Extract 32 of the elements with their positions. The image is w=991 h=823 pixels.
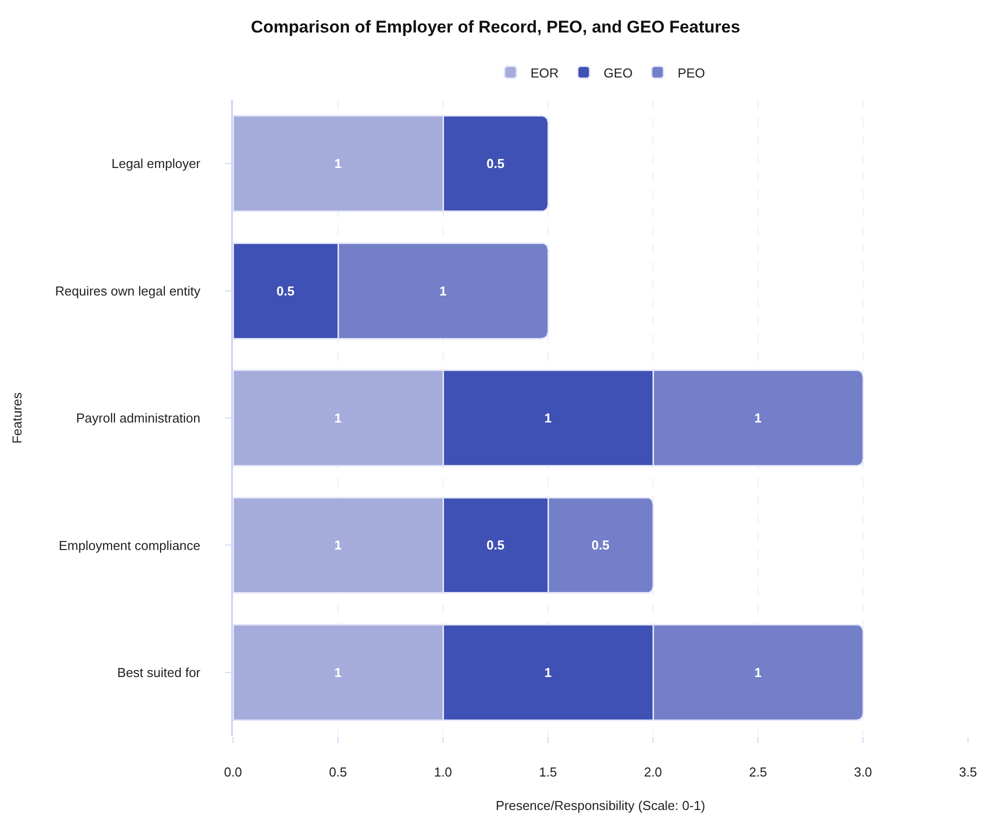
x-tick-label: 0.5 <box>328 764 348 780</box>
data-label: 1 <box>544 664 552 680</box>
data-label: 0.5 <box>486 156 505 172</box>
data-label: 0.5 <box>276 283 295 298</box>
legend-label: EOR <box>530 65 559 80</box>
data-label: 0.5 <box>486 538 505 553</box>
data-label: 1 <box>754 410 762 426</box>
data-label: 1 <box>334 156 342 172</box>
legend-label: GEO <box>604 65 633 80</box>
data-label: 1 <box>334 410 342 426</box>
y-tick-label: Payroll administration <box>76 410 200 426</box>
data-label: 1 <box>544 410 552 426</box>
y-tick-label: Legal employer <box>112 156 202 172</box>
x-tick-label: 3.0 <box>854 764 872 780</box>
y-axis-title: Features <box>10 392 25 444</box>
data-label: 1 <box>754 664 762 680</box>
y-tick-label: Best suited for <box>117 664 202 680</box>
x-tick-label: 3.5 <box>958 764 978 780</box>
data-label: 1 <box>334 538 342 553</box>
y-tick-label: Employment compliance <box>58 538 200 553</box>
y-tick-label: Requires own legal entity <box>55 283 201 298</box>
data-label: 0.5 <box>591 538 610 553</box>
data-label: 1 <box>439 283 447 298</box>
x-tick-label: 2.0 <box>644 764 662 780</box>
x-tick-label: 1.5 <box>538 764 558 780</box>
x-tick-label: 1.0 <box>434 764 452 780</box>
x-tick-label: 2.5 <box>748 764 768 780</box>
x-axis-title: Presence/Responsibility (Scale: 0-1) <box>496 798 706 814</box>
chart-title: Comparison of Employer of Record, PEO, and GEO Features <box>250 17 740 36</box>
legend-label: PEO <box>678 65 706 80</box>
data-label: 1 <box>334 664 342 680</box>
x-tick-label: 0.0 <box>224 764 242 780</box>
